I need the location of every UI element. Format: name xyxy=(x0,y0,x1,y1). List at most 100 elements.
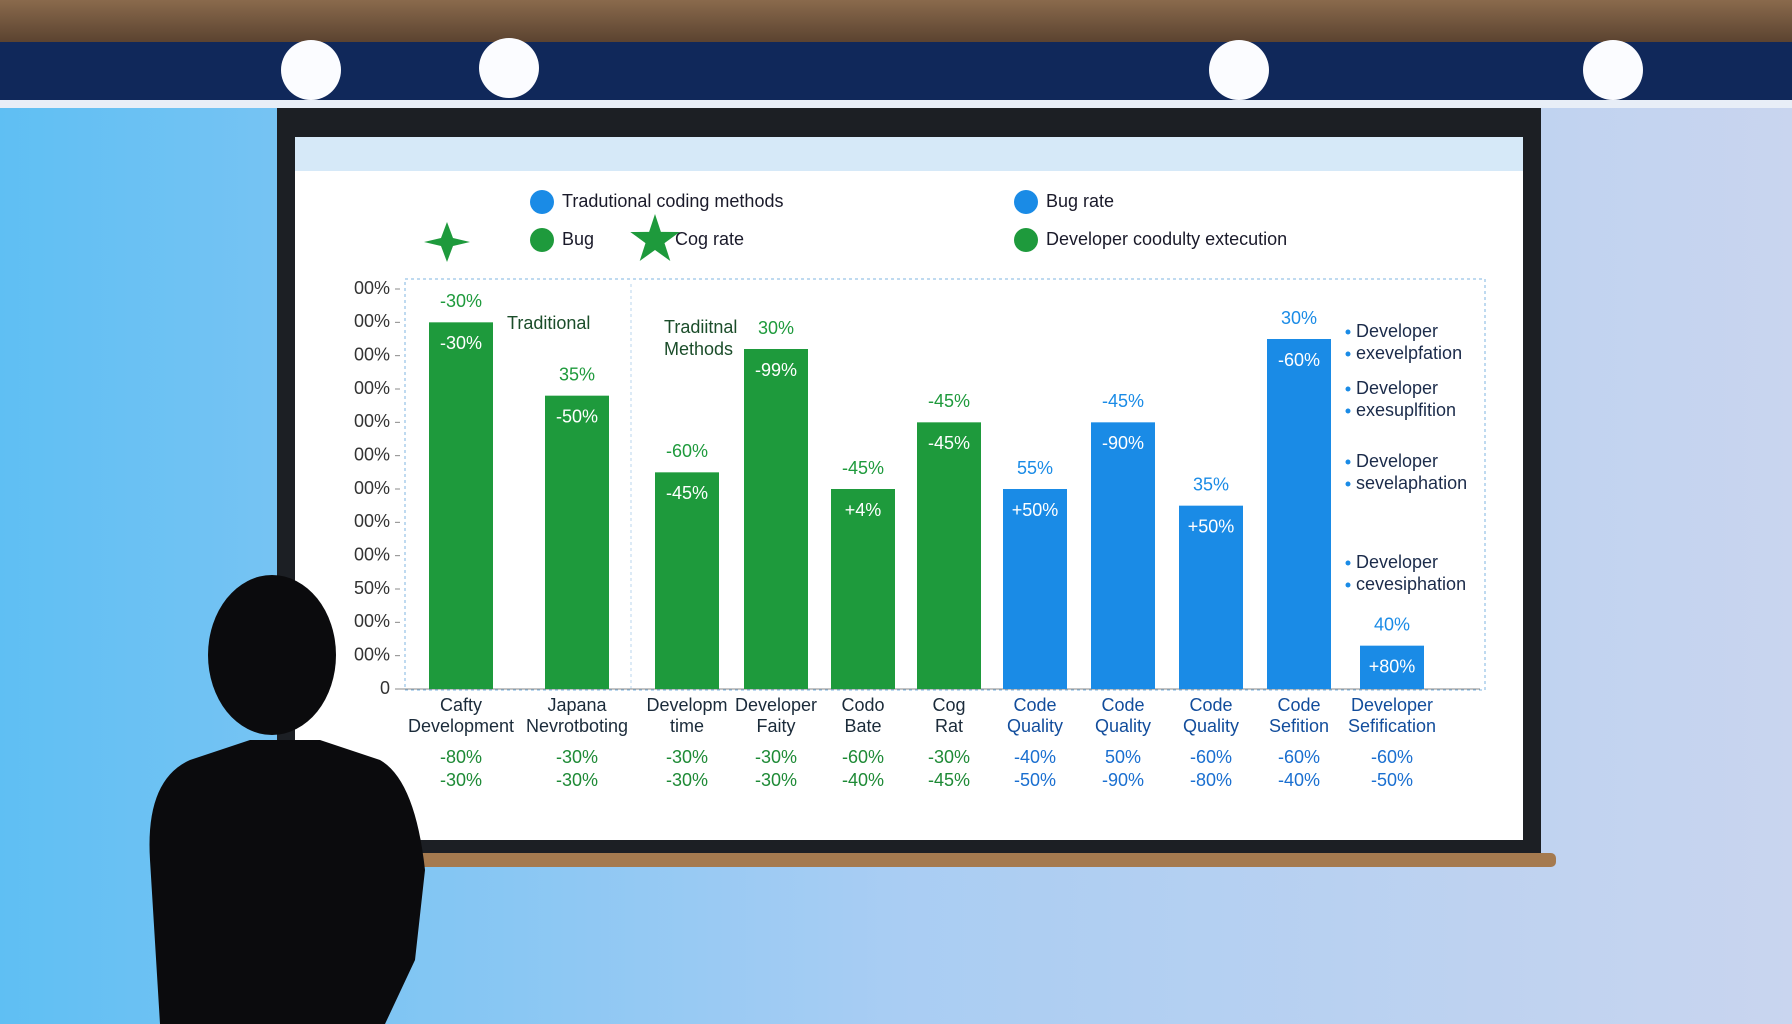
x-tick-label: Faity xyxy=(756,716,795,736)
bar xyxy=(545,395,609,689)
lamp xyxy=(479,38,539,98)
bar-top-label: -30% xyxy=(440,291,482,311)
bar-inner-label: +4% xyxy=(845,500,882,520)
row-label: -60% xyxy=(1278,747,1320,767)
y-tick-label: 00% xyxy=(354,344,390,364)
row-label: -80% xyxy=(440,747,482,767)
bar-inner-label: -99% xyxy=(755,360,797,380)
legend-label: Tradutional coding methods xyxy=(562,191,783,211)
bar xyxy=(429,322,493,689)
bar-inner-label: +50% xyxy=(1012,500,1059,520)
x-tick-label: Quality xyxy=(1095,716,1151,736)
side-note: Developer xyxy=(1356,321,1438,341)
lamp xyxy=(281,40,341,100)
row-label: -30% xyxy=(666,747,708,767)
ceiling-trim xyxy=(0,100,1792,108)
y-tick-label: 00% xyxy=(354,278,390,298)
legend-label: Cog rate xyxy=(675,229,744,249)
row-label: -40% xyxy=(1014,747,1056,767)
y-tick-label: 00% xyxy=(354,644,390,664)
x-tick-label: Quality xyxy=(1007,716,1063,736)
bar-top-label: -45% xyxy=(842,458,884,478)
y-tick-label: 00% xyxy=(354,544,390,564)
person-head xyxy=(208,575,336,735)
x-tick-label: Nevrotboting xyxy=(526,716,628,736)
x-tick-label: Japana xyxy=(547,695,607,715)
row-label: -30% xyxy=(666,770,708,790)
plot-frame xyxy=(404,278,1486,691)
bar xyxy=(1267,339,1331,689)
x-tick-label: Code xyxy=(1189,695,1232,715)
y-tick-label: 00% xyxy=(354,611,390,631)
side-note: sevelaphation xyxy=(1356,473,1467,493)
row-label: -30% xyxy=(755,747,797,767)
x-tick-label: Code xyxy=(1013,695,1056,715)
bar-top-label: -45% xyxy=(1102,391,1144,411)
y-tick-label: 00% xyxy=(354,378,390,398)
y-tick-label: 00% xyxy=(354,311,390,331)
annotation: Tradiitnal xyxy=(664,317,737,337)
bar xyxy=(917,422,981,689)
bar-inner-label: -45% xyxy=(666,483,708,503)
bar-top-label: 40% xyxy=(1374,614,1410,634)
bar xyxy=(744,349,808,689)
bar-inner-label: +80% xyxy=(1369,656,1416,676)
side-note: Developer xyxy=(1356,451,1438,471)
legend-label: Developer coodulty extecution xyxy=(1046,229,1287,249)
note-bullet xyxy=(1345,459,1351,465)
legend-marker xyxy=(530,190,554,214)
bar-inner-label: -30% xyxy=(440,333,482,353)
bar-top-label: -45% xyxy=(928,391,970,411)
x-tick-label: Codo xyxy=(841,695,884,715)
side-note: exevelpfation xyxy=(1356,343,1462,363)
bar-top-label: 35% xyxy=(1193,474,1229,494)
x-tick-label: Development xyxy=(408,716,514,736)
x-tick-label: Developm xyxy=(646,695,727,715)
bar-inner-label: +50% xyxy=(1188,516,1235,536)
note-bullet xyxy=(1345,351,1351,357)
x-tick-label: Sefition xyxy=(1269,716,1329,736)
bar-top-label: 30% xyxy=(1281,308,1317,328)
x-tick-label: Cog xyxy=(932,695,965,715)
row-label: -50% xyxy=(1014,770,1056,790)
row-label: -80% xyxy=(1190,770,1232,790)
note-bullet xyxy=(1345,408,1351,414)
row-label: -30% xyxy=(755,770,797,790)
bar-top-label: -60% xyxy=(666,441,708,461)
row-label: -90% xyxy=(1102,770,1144,790)
legend-label: Bug xyxy=(562,229,594,249)
note-bullet xyxy=(1345,582,1351,588)
row-label: -30% xyxy=(440,770,482,790)
decor-star xyxy=(424,222,470,262)
x-tick-label: Developer xyxy=(735,695,817,715)
bar-top-label: 35% xyxy=(559,364,595,384)
lamp xyxy=(1209,40,1269,100)
row-label: 50% xyxy=(1105,747,1141,767)
bar-inner-label: -90% xyxy=(1102,433,1144,453)
bar xyxy=(1360,645,1424,689)
note-bullet xyxy=(1345,386,1351,392)
y-tick-label: 00% xyxy=(354,444,390,464)
row-label: -60% xyxy=(1371,747,1413,767)
x-tick-label: Sefification xyxy=(1348,716,1436,736)
row-label: -30% xyxy=(556,747,598,767)
legend-marker xyxy=(1014,190,1038,214)
x-tick-label: Cafty xyxy=(440,695,482,715)
legend-marker xyxy=(630,214,680,261)
bar-inner-label: -60% xyxy=(1278,350,1320,370)
bar xyxy=(655,472,719,689)
row-label: -45% xyxy=(928,770,970,790)
bar xyxy=(1091,422,1155,689)
note-bullet xyxy=(1345,560,1351,566)
annotation: Methods xyxy=(664,339,733,359)
legend-marker xyxy=(1014,228,1038,252)
y-tick-label: 00% xyxy=(354,511,390,531)
bar-top-label: 55% xyxy=(1017,458,1053,478)
x-tick-label: Bate xyxy=(844,716,881,736)
y-tick-label: 50% xyxy=(354,578,390,598)
x-tick-label: Developer xyxy=(1351,695,1433,715)
x-tick-label: Quality xyxy=(1183,716,1239,736)
row-label: -30% xyxy=(556,770,598,790)
x-tick-label: Code xyxy=(1101,695,1144,715)
